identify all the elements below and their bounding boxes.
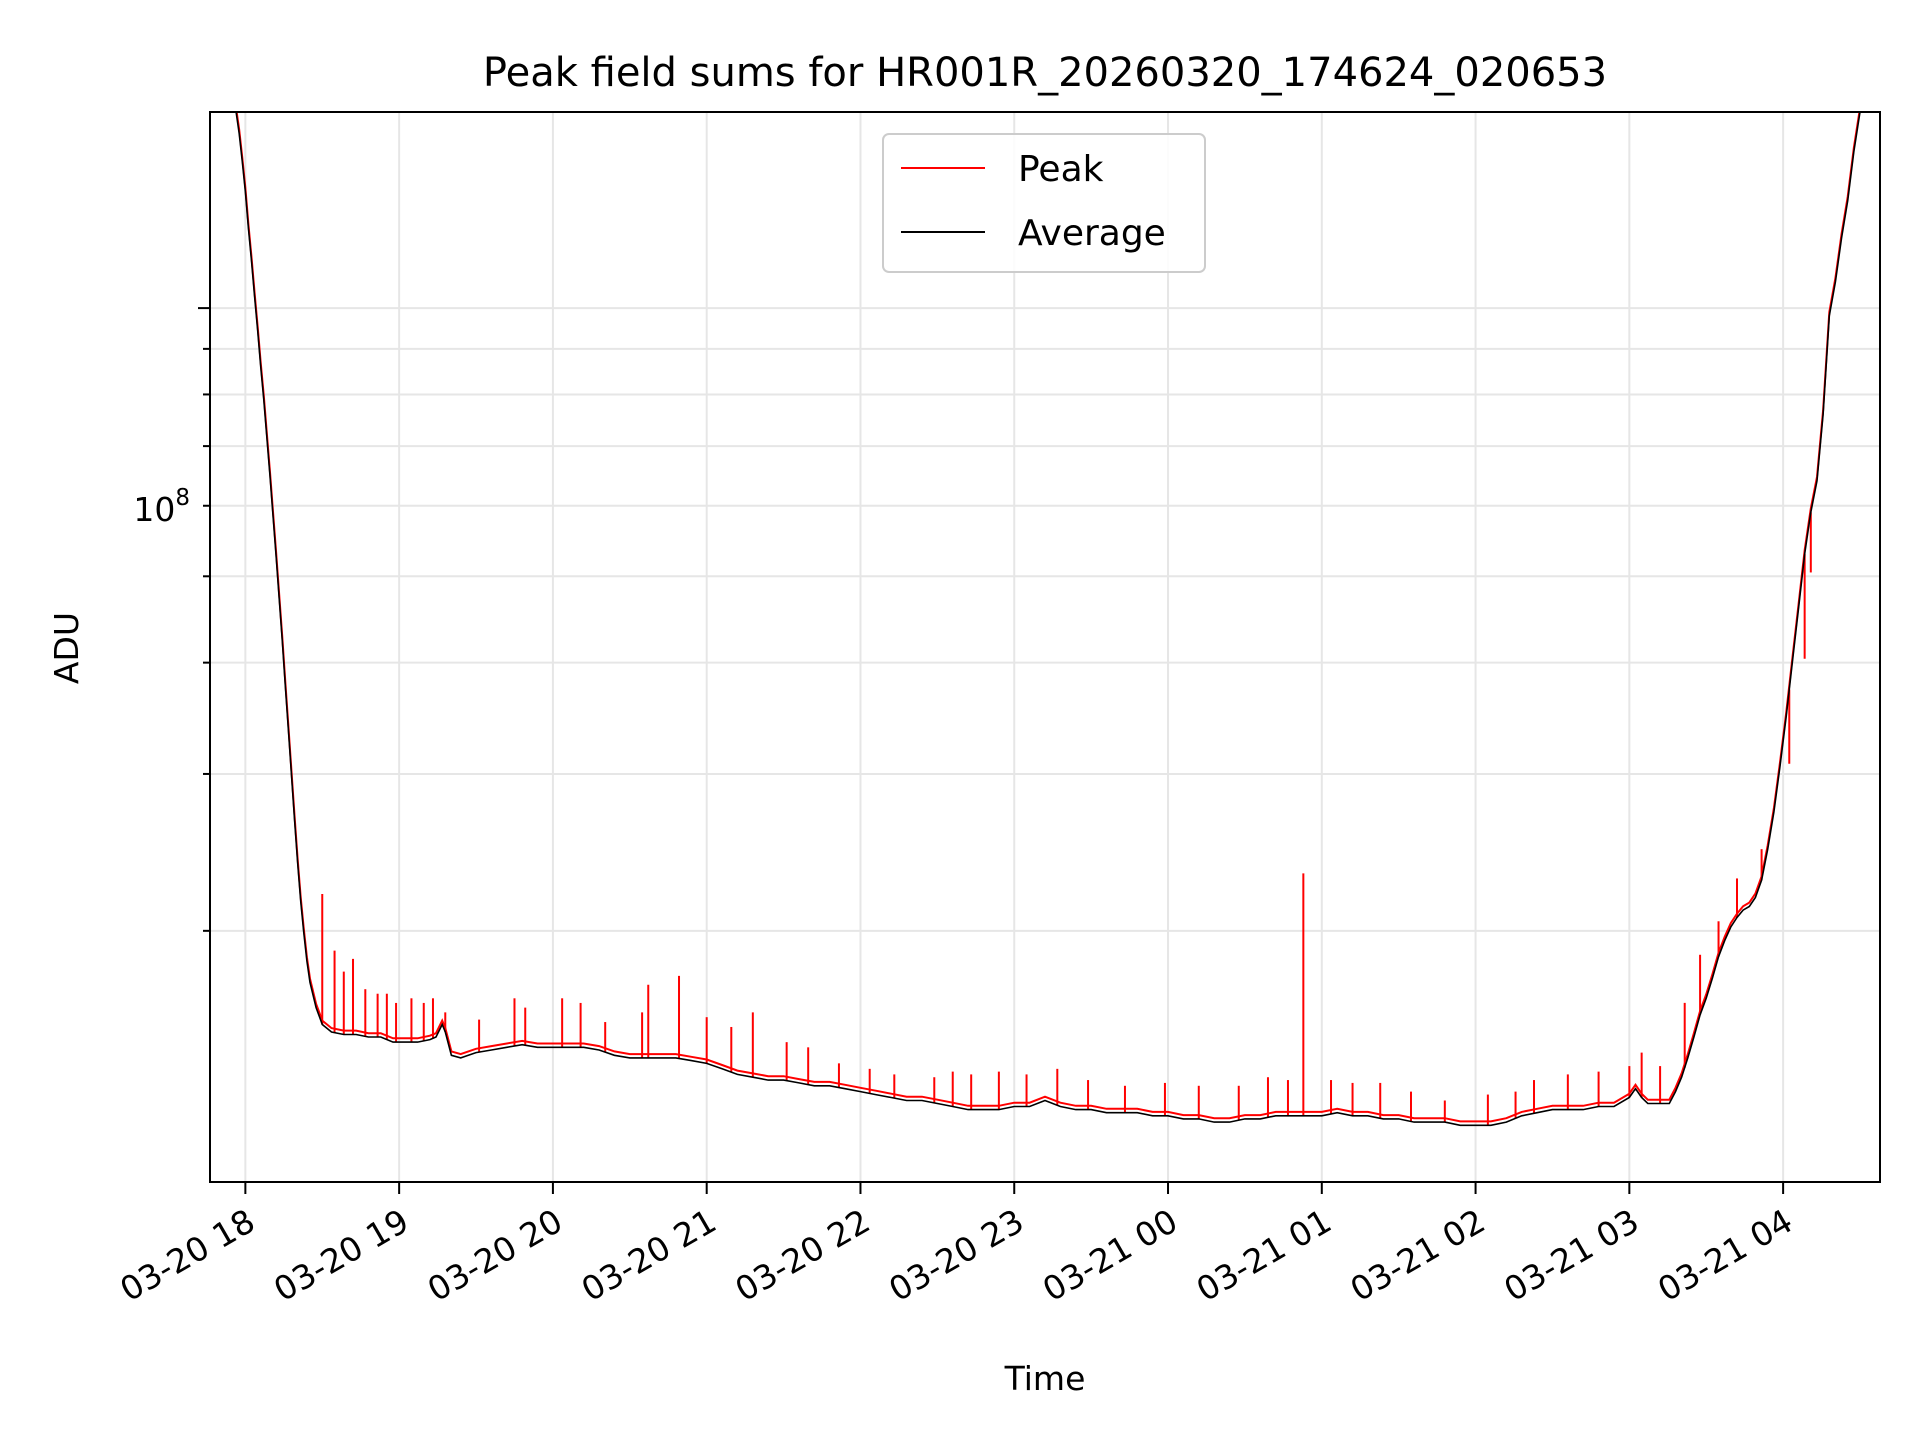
y-tick-label-base: 10 — [133, 490, 175, 529]
series-layer — [210, 112, 1880, 1127]
chart-title: Peak field sums for HR001R_20260320_1746… — [483, 50, 1607, 96]
legend: Peak Average — [882, 133, 1206, 273]
svg-text:108: 108 — [133, 485, 190, 529]
peak-series-line — [235, 112, 1861, 1123]
legend-average-label: Average — [1018, 213, 1166, 254]
grid — [210, 112, 1880, 1182]
axes-frame — [209, 111, 1881, 1183]
y-axis-label: ADU — [47, 612, 86, 684]
legend-peak-label: Peak — [1018, 149, 1104, 190]
y-tick-label-1e8: 108 — [133, 485, 190, 529]
average-series-line — [210, 112, 1880, 1127]
x-axis-label: Time — [1004, 1359, 1086, 1398]
y-tick-label-exponent: 8 — [175, 485, 190, 511]
